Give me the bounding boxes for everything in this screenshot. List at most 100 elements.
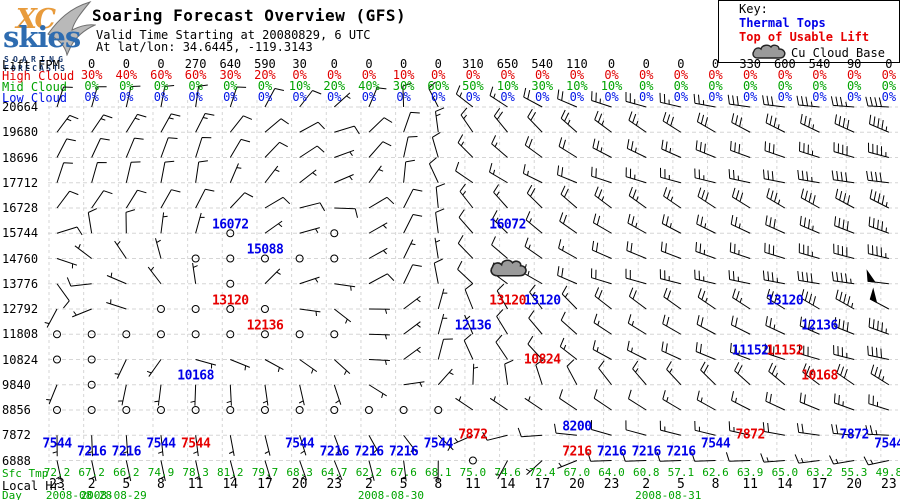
usable-lift-label: 12136 (246, 318, 284, 334)
sfc-tmp-value: 62.2 (355, 466, 383, 479)
wind-barb (403, 159, 415, 183)
wind-barb (625, 420, 647, 436)
altitude-axis-label: 16728 (2, 201, 39, 215)
lift-fpm-value: 0 (677, 57, 685, 71)
wind-barb (835, 289, 855, 310)
wind-barb (491, 135, 508, 158)
wind-barb (594, 110, 612, 133)
wind-barb (765, 316, 786, 335)
local-hr-value: 14 (499, 477, 516, 492)
wind-barb (56, 138, 76, 158)
low-cloud-value: 0% (223, 90, 238, 104)
wind-barb (868, 216, 890, 234)
cu-cloud-base-marker (490, 259, 527, 277)
sfc-tmp-value: 57.1 (667, 466, 695, 479)
wind-barb (798, 344, 820, 360)
wind-barb (90, 460, 97, 482)
sfc-tmp-value: 67.6 (390, 466, 417, 479)
lift-fpm-value: 90 (846, 57, 862, 71)
wind-barb (66, 277, 92, 287)
wind-barb (403, 264, 422, 284)
local-hr-value: 23 (603, 477, 620, 492)
wind-barb (524, 136, 543, 158)
wind-barb (433, 460, 439, 482)
wind-barb (56, 162, 73, 183)
wind-barb (867, 244, 889, 259)
wind-barb (594, 186, 612, 209)
sfc-tmp-value: 63.9 (736, 466, 764, 479)
wind-barb (334, 149, 355, 158)
wind-barb (264, 359, 284, 373)
wind-barb (147, 266, 162, 285)
calm-circle (226, 305, 235, 313)
lift-fpm-value: 540 (808, 57, 831, 71)
calm-circle (191, 305, 200, 313)
sfc-tmp-value: 66.2 (113, 466, 140, 479)
wind-barb (368, 222, 388, 234)
sfc-tmp-value: 78.3 (182, 466, 209, 479)
wind-barb (403, 296, 421, 310)
calm-circle (53, 406, 61, 414)
row-label-mid-cloud: Mid Cloud (2, 80, 68, 94)
wind-barb (368, 460, 375, 481)
wind-barb (56, 114, 79, 133)
altitude-axis-label: 13776 (2, 276, 39, 291)
wind-barb (833, 393, 855, 411)
wind-barb (91, 190, 113, 209)
lift-fpm-value: 590 (254, 57, 276, 71)
thermal-top-label: 7872 (839, 427, 870, 443)
sfc-tmp-value: 81.2 (217, 466, 244, 479)
page-title: Soaring Forecast Overview (GFS) (92, 6, 407, 25)
wind-barb (334, 207, 358, 218)
wind-barb (154, 384, 162, 406)
calm-circle (156, 406, 165, 414)
high-cloud-value: 0% (535, 68, 550, 82)
wind-barb (725, 452, 751, 462)
wind-barb (628, 389, 647, 411)
row-label-sfc-tmp: Sfc Tmp (2, 467, 49, 480)
wind-barb (496, 309, 509, 335)
local-hr-value: 8 (157, 477, 165, 492)
wind-barb (554, 423, 577, 436)
calm-circle (260, 305, 269, 313)
low-cloud-value: 0% (465, 90, 481, 104)
altitude-axis-label: 9840 (2, 377, 31, 392)
wind-barb (587, 452, 612, 462)
lift-fpm-value: 0 (885, 57, 893, 71)
calm-circle (87, 330, 96, 339)
wind-barb (529, 284, 543, 310)
wind-barb (334, 125, 360, 135)
wind-barb (431, 131, 441, 158)
sfc-tmp-value: 49.8 (875, 466, 900, 479)
wind-barb (628, 111, 647, 133)
mid-cloud-value: 0% (257, 79, 273, 93)
wind-barb (659, 92, 681, 108)
wind-barb (368, 117, 393, 133)
wind-barb (831, 170, 855, 184)
wind-barb (333, 92, 351, 108)
low-cloud-value: 0% (188, 90, 203, 104)
local-hr-value: 5 (676, 477, 685, 492)
mid-cloud-value: 0% (223, 79, 238, 93)
wind-barb (834, 114, 855, 133)
wind-barb (195, 84, 208, 108)
wind-barb (125, 460, 132, 482)
wind-barb (799, 392, 820, 411)
wind-barb (765, 215, 786, 234)
legend-key-box: Key: Thermal Tops Top of Usable Lift Cu … (718, 0, 900, 63)
wind-barb (762, 270, 785, 285)
wind-barb (463, 334, 474, 360)
wind-barb (453, 434, 474, 445)
wind-barb (694, 168, 716, 184)
wind-barb (523, 87, 543, 108)
usable-lift-label: 7872 (735, 427, 766, 443)
thermal-top-label: 7544 (700, 436, 731, 452)
wind-barb (299, 90, 322, 108)
wind-barb (195, 113, 215, 133)
wind-barb (403, 239, 416, 259)
key-title: Key: (739, 2, 768, 16)
wind-barb (559, 389, 578, 411)
altitude-axis-label: 19680 (2, 125, 39, 140)
wind-barb (56, 86, 73, 108)
